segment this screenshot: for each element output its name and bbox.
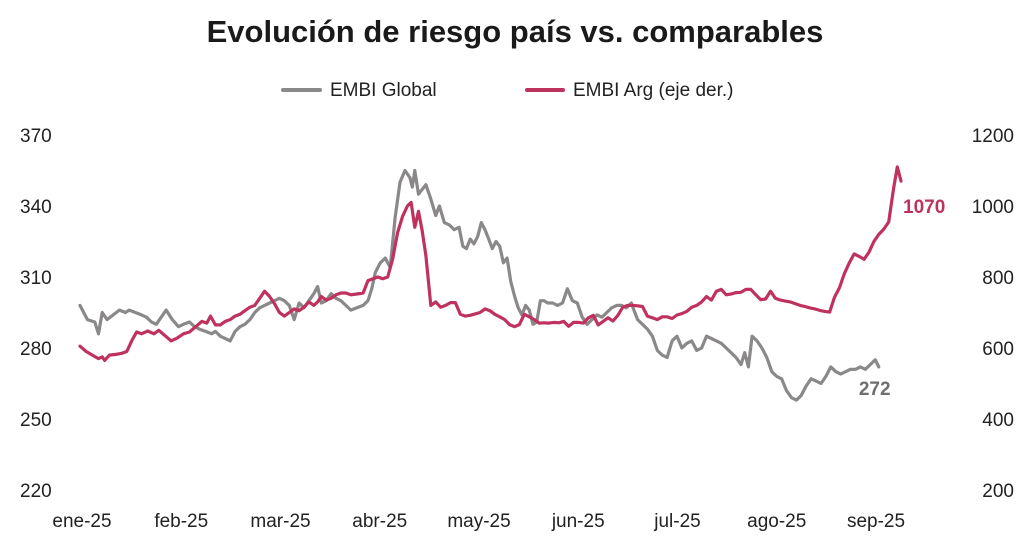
right-tick-label: 800: [982, 268, 1014, 289]
x-tick-label: ago-25: [747, 511, 806, 532]
end-label-embi-arg: 1070: [903, 197, 945, 218]
chart-title: Evolución de riesgo país vs. comparables: [207, 14, 824, 49]
end-label-embi-global: 272: [859, 379, 891, 400]
left-tick-label: 250: [20, 410, 52, 431]
right-axis: 1200 1000 800 600 400 200: [972, 126, 1014, 502]
series-line-embi-arg: [78, 165, 903, 362]
right-tick-label: 200: [982, 481, 1014, 502]
left-axis: 370 340 310 280 250 220: [20, 126, 52, 502]
x-axis: ene-25 feb-25 mar-25 abr-25 may-25 jun-25 jul-…: [52, 511, 905, 532]
x-tick-label: jun-25: [551, 511, 605, 532]
x-tick-label: jul-25: [653, 511, 700, 532]
right-tick-label: 400: [982, 410, 1014, 431]
left-tick-label: 340: [20, 197, 52, 218]
legend: EMBI Global EMBI Arg (eje der.): [281, 80, 734, 101]
series-line-embi-global: [78, 168, 881, 402]
legend-label-embi-arg: EMBI Arg (eje der.): [573, 80, 734, 101]
left-tick-label: 280: [20, 339, 52, 360]
x-tick-label: mar-25: [250, 511, 310, 532]
x-tick-label: ene-25: [52, 511, 111, 532]
right-tick-label: 1000: [972, 197, 1014, 218]
left-tick-label: 220: [20, 481, 52, 502]
x-tick-label: abr-25: [352, 511, 407, 532]
left-tick-label: 370: [20, 126, 52, 147]
x-tick-label: feb-25: [154, 511, 208, 532]
x-tick-label: sep-25: [847, 511, 905, 532]
series-lines: [78, 165, 903, 402]
x-tick-label: may-25: [447, 511, 510, 532]
left-tick-label: 310: [20, 268, 52, 289]
right-tick-label: 600: [982, 339, 1014, 360]
right-tick-label: 1200: [972, 126, 1014, 147]
end-labels: 272 1070: [859, 197, 945, 400]
legend-label-embi-global: EMBI Global: [330, 80, 437, 101]
